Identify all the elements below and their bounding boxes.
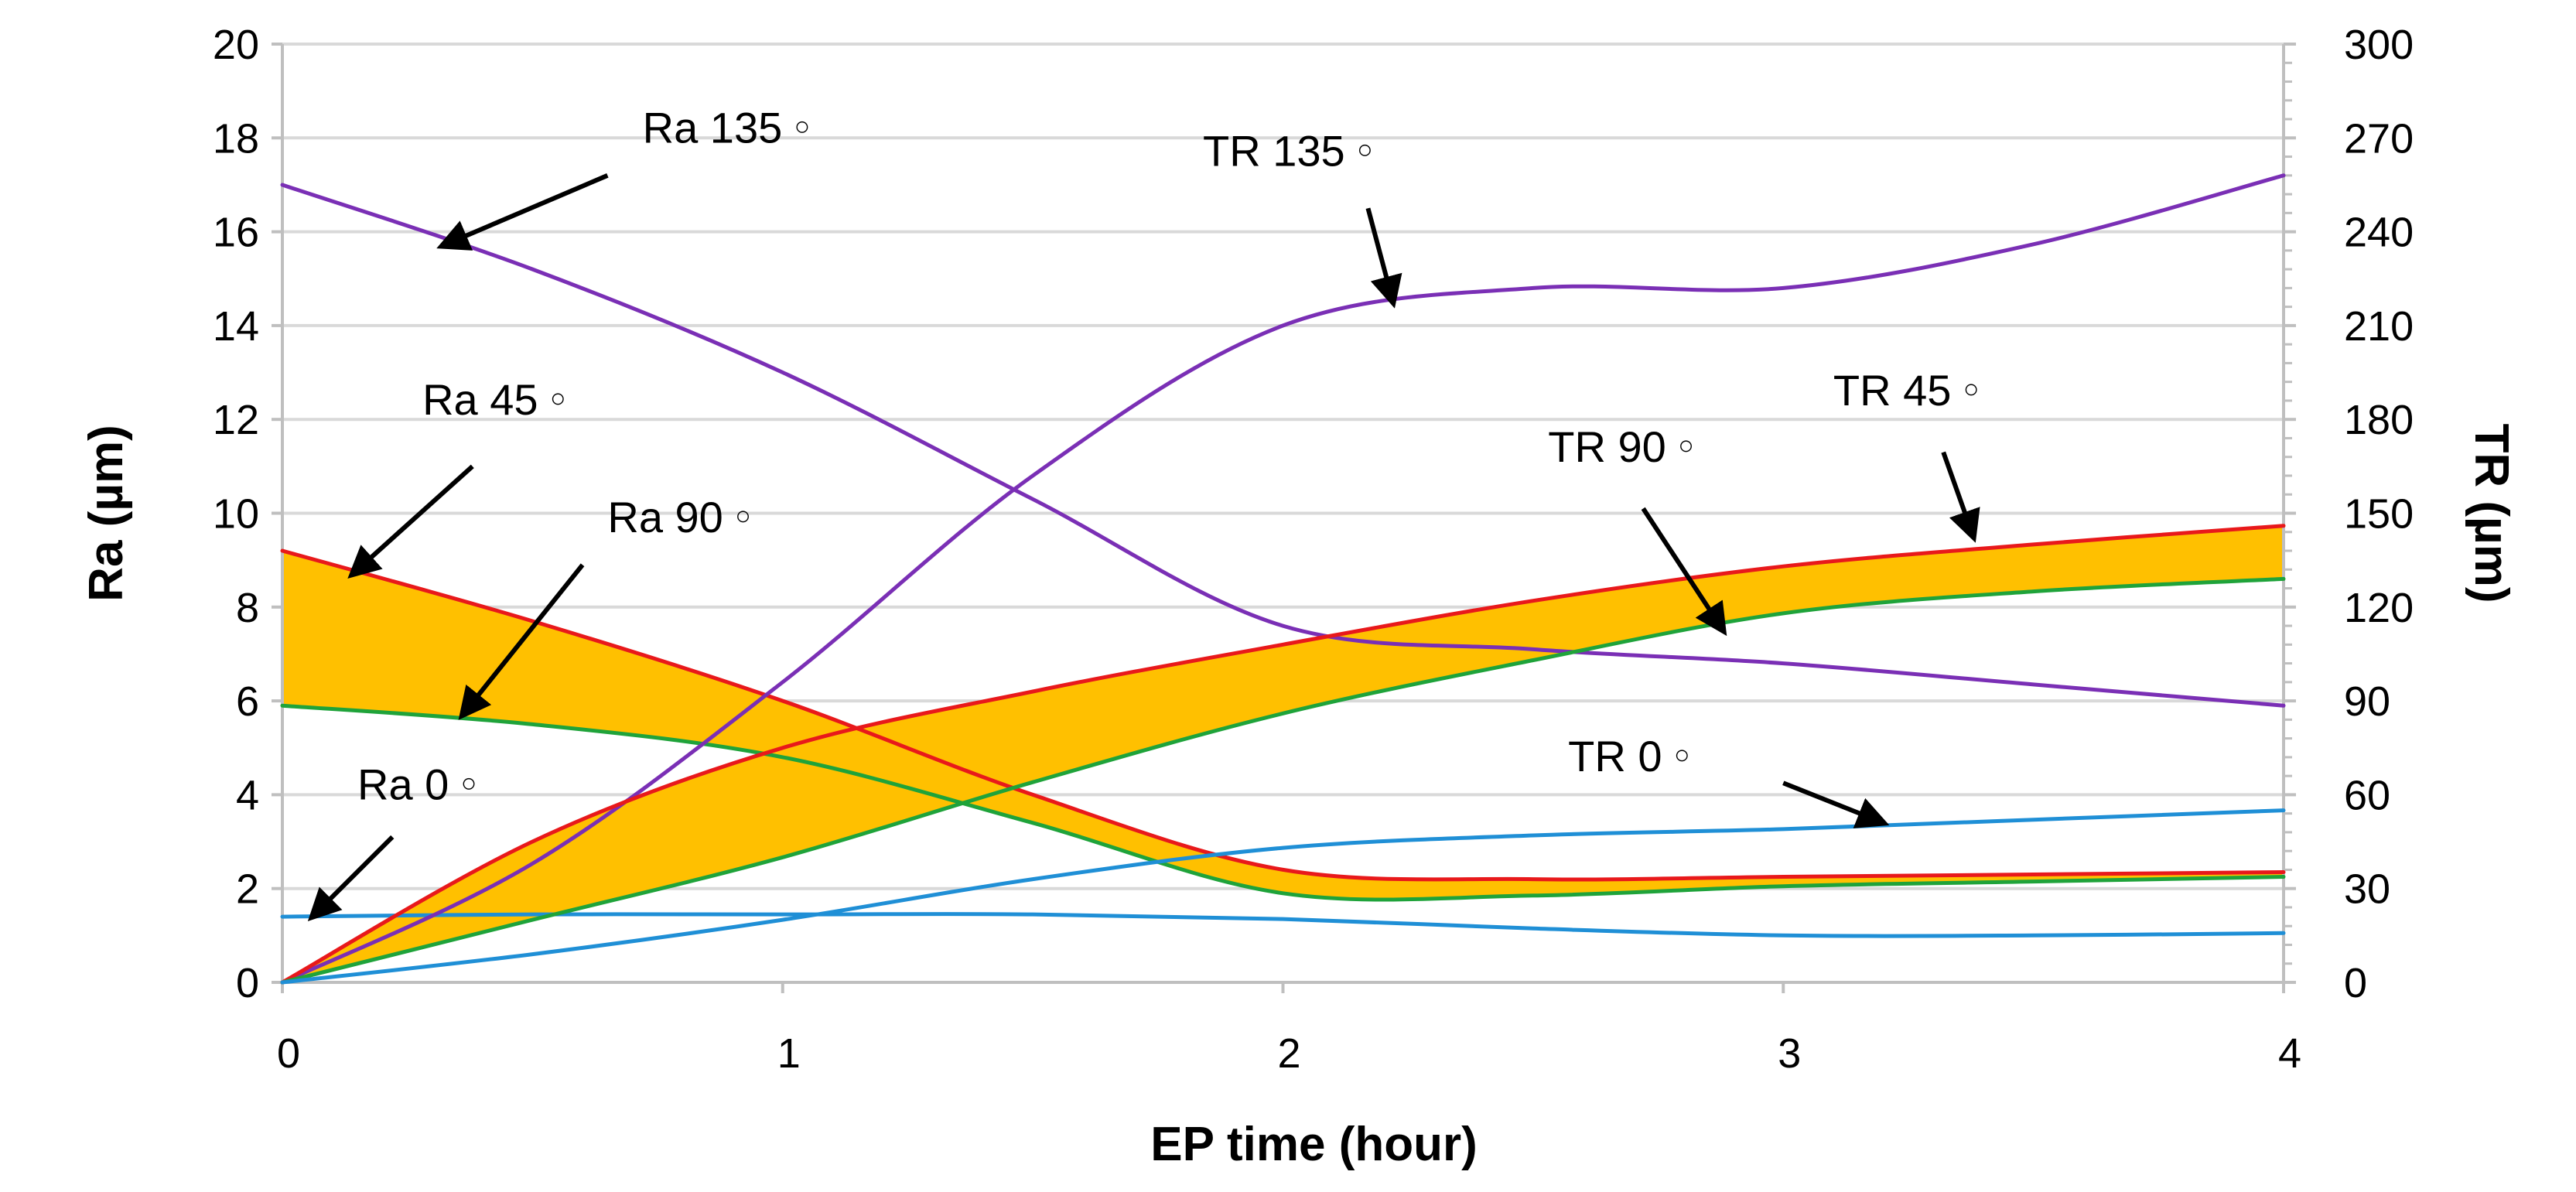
y-tick-label: 6 bbox=[236, 678, 259, 725]
x-tick-label: 2 bbox=[1277, 1030, 1300, 1077]
series-line-ra-0 bbox=[280, 912, 2286, 938]
series-line-tr-135 bbox=[280, 173, 2286, 985]
series-lines bbox=[280, 173, 2286, 985]
annotation-text: Ra 45 ○ bbox=[422, 375, 566, 424]
series-line-ra-90 bbox=[280, 703, 2286, 902]
annotation-arrow bbox=[1941, 451, 1980, 543]
degree-symbol: ○ bbox=[794, 112, 811, 142]
annotation-arrow bbox=[307, 835, 395, 922]
annotation-ra-90: Ra 90 ○ bbox=[458, 493, 751, 720]
annotation-text: TR 135 ○ bbox=[1203, 127, 1373, 176]
x-tick-label: 4 bbox=[2278, 1030, 2301, 1077]
axes: 0246810121416182003060901201501802102402… bbox=[213, 22, 2414, 1077]
x-tick-label: 0 bbox=[277, 1030, 300, 1077]
y-tick-label: 2 bbox=[236, 866, 259, 913]
annotation-arrow bbox=[1641, 507, 1727, 637]
series-line-tr-90 bbox=[280, 576, 2286, 985]
y-tick-label: 20 bbox=[213, 22, 259, 68]
y2-tick-label: 240 bbox=[2344, 210, 2414, 256]
annotation-text: Ra 135 ○ bbox=[643, 103, 811, 152]
fill-areas bbox=[282, 525, 2284, 982]
annotation-tr-0: TR 0 ○ bbox=[1568, 732, 1890, 828]
annotation-tr-90: TR 90 ○ bbox=[1548, 422, 1727, 637]
series-line-ra-45 bbox=[280, 548, 2286, 882]
annotation-arrow bbox=[458, 563, 585, 720]
fill-ra-45-to-ra-90 bbox=[282, 551, 2284, 900]
annotations: Ra 135 ○Ra 45 ○Ra 90 ○Ra 0 ○TR 135 ○TR 4… bbox=[307, 103, 1980, 922]
y2-tick-label: 180 bbox=[2344, 397, 2414, 443]
series-line-ra-135 bbox=[280, 183, 2286, 708]
y2-tick-label: 0 bbox=[2344, 960, 2367, 1006]
x-tick-label: 1 bbox=[777, 1030, 801, 1077]
y-tick-label: 4 bbox=[236, 772, 259, 818]
annotation-label: TR 45 bbox=[1833, 366, 1963, 415]
y-tick-label: 18 bbox=[213, 115, 259, 162]
annotation-arrow bbox=[1782, 780, 1890, 828]
annotation-text: TR 0 ○ bbox=[1568, 732, 1689, 780]
annotation-text: TR 45 ○ bbox=[1833, 366, 1980, 415]
y2-tick-label: 210 bbox=[2344, 303, 2414, 350]
y2-tick-label: 60 bbox=[2344, 772, 2390, 818]
y-tick-label: 10 bbox=[213, 491, 259, 538]
annotation-label: TR 135 bbox=[1203, 127, 1357, 176]
degree-symbol: ○ bbox=[461, 769, 477, 798]
y-tick-label: 14 bbox=[213, 303, 259, 350]
y-tick-label: 12 bbox=[213, 397, 259, 443]
y2-tick-label: 270 bbox=[2344, 115, 2414, 162]
y-tick-label: 16 bbox=[213, 210, 259, 256]
series-line-tr-0 bbox=[280, 808, 2286, 985]
annotation-ra-45: Ra 45 ○ bbox=[347, 375, 566, 579]
degree-symbol: ○ bbox=[1674, 741, 1690, 770]
annotation-arrow bbox=[1365, 207, 1402, 309]
annotation-label: Ra 0 bbox=[357, 760, 461, 808]
y2-tick-label: 300 bbox=[2344, 22, 2414, 68]
annotation-ra-0: Ra 0 ○ bbox=[307, 760, 477, 922]
fill-tr-45-to-tr-90 bbox=[282, 525, 2284, 982]
annotation-arrow bbox=[347, 464, 474, 579]
y-tick-label: 0 bbox=[236, 960, 259, 1006]
annotation-label: Ra 135 bbox=[643, 103, 794, 152]
degree-symbol: ○ bbox=[1357, 135, 1373, 165]
degree-symbol: ○ bbox=[735, 501, 751, 531]
y2-tick-label: 120 bbox=[2344, 585, 2414, 631]
y-tick-label: 8 bbox=[236, 585, 259, 631]
annotation-label: TR 0 bbox=[1568, 732, 1674, 780]
y2-tick-label: 150 bbox=[2344, 491, 2414, 538]
series-line-tr-45 bbox=[280, 524, 2286, 985]
y2-axis-title: TR (µm) bbox=[2465, 423, 2518, 603]
annotation-text: Ra 90 ○ bbox=[607, 493, 751, 541]
annotation-arrow bbox=[436, 173, 609, 251]
annotation-text: Ra 0 ○ bbox=[357, 760, 477, 808]
annotation-ra-135: Ra 135 ○ bbox=[436, 103, 811, 251]
annotation-label: Ra 90 bbox=[607, 493, 735, 541]
y2-tick-label: 90 bbox=[2344, 678, 2390, 725]
annotation-tr-45: TR 45 ○ bbox=[1833, 366, 1980, 543]
degree-symbol: ○ bbox=[550, 384, 566, 414]
annotation-label: TR 90 bbox=[1548, 422, 1678, 471]
degree-symbol: ○ bbox=[1963, 374, 1980, 404]
x-axis-title: EP time (hour) bbox=[1150, 1118, 1478, 1171]
annotation-tr-135: TR 135 ○ bbox=[1203, 127, 1402, 309]
annotation-text: TR 90 ○ bbox=[1548, 422, 1694, 471]
y2-tick-label: 30 bbox=[2344, 866, 2390, 913]
degree-symbol: ○ bbox=[1678, 431, 1694, 460]
annotation-label: Ra 45 bbox=[422, 375, 550, 424]
y-axis-title: Ra (µm) bbox=[80, 425, 133, 602]
x-tick-label: 3 bbox=[1778, 1030, 1801, 1077]
